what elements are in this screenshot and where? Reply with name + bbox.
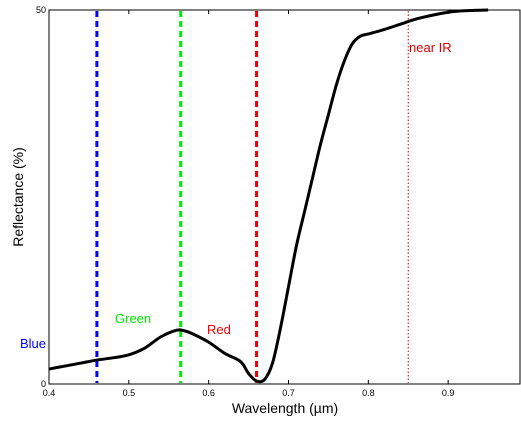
x-tick-label: 0.4 [43,388,56,398]
x-tick-label: 0.9 [442,388,455,398]
band-label-green: Green [115,311,151,326]
band-label-blue: Blue [20,336,46,351]
y-axis-title: Reflectance (%) [10,147,26,247]
x-tick-label: 0.7 [282,388,295,398]
axis-ticks: 0.4 0.5 0.6 0.7 0.8 0.9 0 50 [36,5,520,398]
band-labels: Blue Green Red near IR [20,40,452,351]
y-tick-label: 0 [41,379,46,389]
x-tick-label: 0.8 [362,388,375,398]
y-tick-label: 50 [36,5,46,15]
series-line-0 [48,8,489,384]
reflectance-series [48,8,489,384]
x-tick-label: 0.6 [202,388,215,398]
band-markers [95,11,409,383]
band-label-near-ir: near IR [409,40,452,55]
plot-area [48,9,521,385]
x-axis-title: Wavelength (µm) [232,400,338,416]
band-label-red: Red [207,322,231,337]
x-tick-label: 0.5 [123,388,136,398]
